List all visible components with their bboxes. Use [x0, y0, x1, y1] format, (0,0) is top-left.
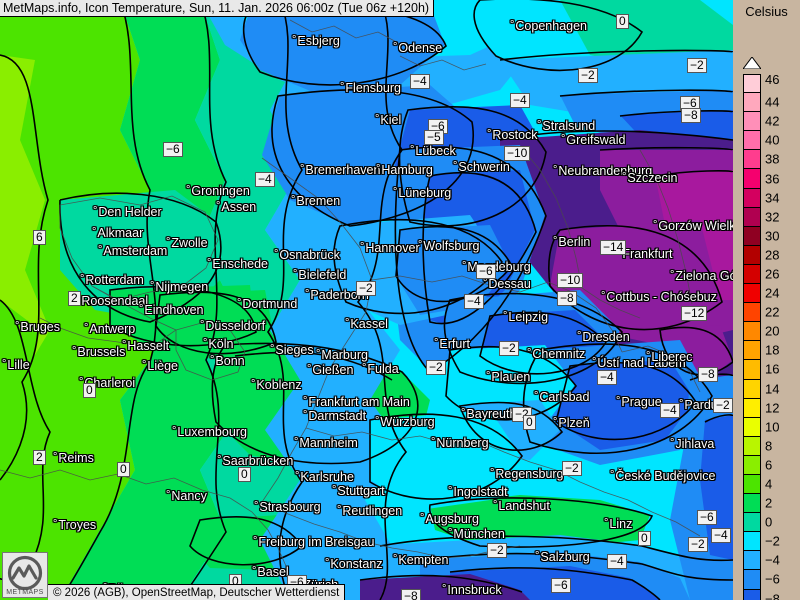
- legend-swatch-label: 12: [765, 400, 780, 416]
- legend-swatch: 44: [743, 93, 779, 113]
- legend-swatch-label: −2: [765, 533, 780, 549]
- legend-swatch-label: 2: [765, 495, 773, 511]
- legend-swatch-label: 24: [765, 285, 780, 301]
- attribution-footer: © 2026 (AGB), OpenStreetMap, Deutscher W…: [48, 584, 346, 600]
- legend-swatch-label: 32: [765, 209, 780, 225]
- map-render-layer: [0, 0, 733, 600]
- legend-stop-list: 46 44 42 40 38 36 34 32 30 28 26 24 22 20 18 16 14 12 10 8 6…: [743, 73, 780, 600]
- legend-scale: 46 44 42 40 38 36 34 32 30 28 26 24 22 20 18 16 14 12 10 8 6…: [742, 56, 780, 600]
- legend-swatch: 24: [743, 284, 779, 304]
- legend-swatch-label: 8: [765, 438, 773, 454]
- legend-swatch: 42: [743, 112, 779, 132]
- color-scale-legend: Celsius 46 44 42 40 38 36 34 32 30 28 26 24 22 20 18 16…: [733, 0, 800, 600]
- legend-swatch: −6: [743, 570, 780, 590]
- legend-swatch: 14: [743, 379, 779, 399]
- legend-swatch: 46: [743, 73, 779, 94]
- legend-swatch: 28: [743, 245, 779, 265]
- legend-swatch: −4: [743, 551, 780, 571]
- legend-swatch-label: 6: [765, 457, 773, 473]
- legend-swatch-label: 34: [765, 190, 780, 206]
- legend-swatch: 16: [743, 360, 779, 380]
- legend-swatch-label: 26: [765, 266, 780, 282]
- legend-swatch: 40: [743, 131, 779, 151]
- legend-swatch: 8: [743, 436, 772, 456]
- legend-swatch: 38: [743, 150, 779, 170]
- legend-swatch-label: 40: [765, 132, 780, 148]
- legend-swatch: 0: [743, 513, 772, 533]
- legend-swatch: 12: [743, 398, 779, 418]
- legend-swatch-label: 20: [765, 323, 780, 339]
- legend-swatch: 4: [743, 474, 772, 495]
- legend-title: Celsius: [745, 4, 788, 19]
- legend-swatch-label: 14: [765, 381, 780, 397]
- attribution-text: © 2026 (AGB), OpenStreetMap, Deutscher W…: [53, 586, 340, 599]
- metmaps-logo[interactable]: METMAPS: [2, 552, 48, 598]
- svg-text:METMAPS: METMAPS: [6, 589, 43, 596]
- legend-swatch-label: 44: [765, 94, 780, 110]
- legend-swatch-label: 0: [765, 514, 773, 530]
- legend-top-arrow: [742, 56, 762, 70]
- legend-swatch-label: 38: [765, 151, 780, 167]
- legend-swatch-label: 10: [765, 419, 780, 435]
- legend-swatch: 18: [743, 341, 779, 361]
- temperature-map[interactable]: [0, 0, 733, 600]
- legend-swatch-label: 30: [765, 228, 780, 244]
- legend-swatch-label: −6: [765, 571, 780, 587]
- legend-swatch-label: 16: [765, 361, 780, 377]
- legend-swatch-label: 42: [765, 113, 780, 129]
- legend-swatch-label: 28: [765, 247, 780, 263]
- legend-swatch: 10: [743, 417, 779, 437]
- legend-swatch: 26: [743, 264, 779, 285]
- mountain-wave-icon: METMAPS: [6, 555, 43, 596]
- legend-swatch: 22: [743, 303, 779, 323]
- legend-swatch-label: −4: [765, 552, 780, 568]
- legend-swatch: −2: [743, 532, 780, 552]
- legend-swatch: 30: [743, 226, 779, 246]
- legend-swatch: 36: [743, 169, 779, 189]
- legend-swatch-label: 4: [765, 476, 773, 492]
- legend-swatch-label: 36: [765, 171, 780, 187]
- legend-swatch: 6: [743, 455, 772, 475]
- legend-swatch: 2: [743, 494, 772, 514]
- legend-swatch: −8: [743, 589, 780, 600]
- legend-swatch: 32: [743, 207, 779, 227]
- legend-swatch: 34: [743, 188, 779, 208]
- legend-swatch-label: 22: [765, 304, 780, 320]
- legend-swatch: 20: [743, 322, 779, 342]
- legend-swatch-label: 46: [765, 72, 780, 87]
- legend-swatch-label: 18: [765, 342, 780, 358]
- map-title-bar: MetMaps.info, Icon Temperature, Sun, 11.…: [0, 0, 435, 17]
- page-title: MetMaps.info, Icon Temperature, Sun, 11.…: [3, 1, 430, 15]
- legend-swatch-label: −8: [765, 591, 780, 600]
